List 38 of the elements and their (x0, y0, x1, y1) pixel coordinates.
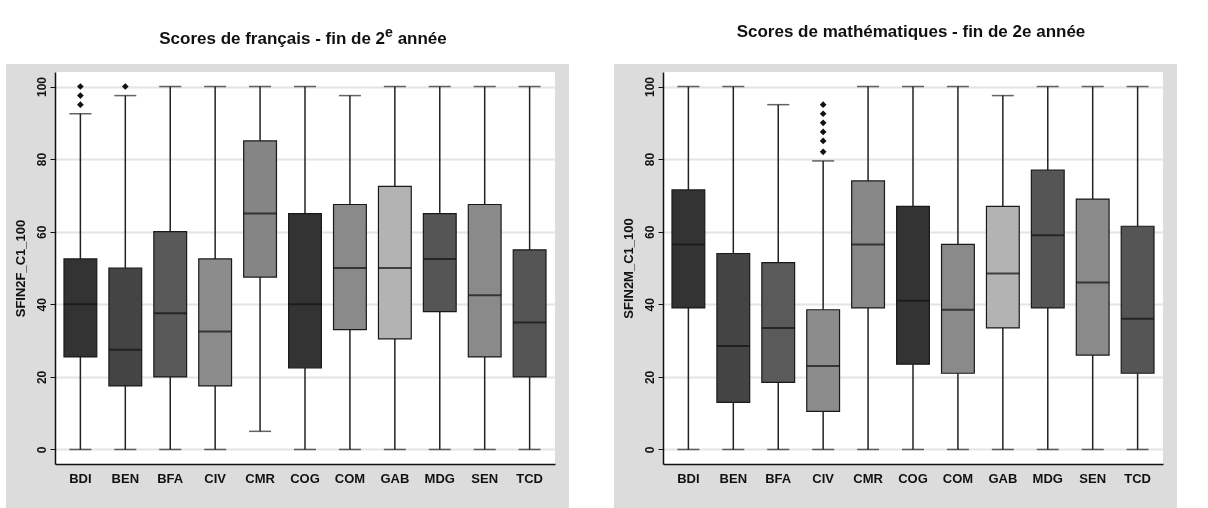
x-tick-label: BFA (765, 470, 792, 486)
x-tick-label: COM (942, 470, 974, 486)
y-tick-label: 60 (34, 225, 49, 239)
chart-title: Scores de mathématiques - fin de 2e année (735, 21, 1087, 43)
y-tick-label: 40 (34, 297, 49, 312)
y-tick-label: 40 (642, 297, 657, 312)
y-tick-label: 100 (34, 76, 49, 98)
x-tick-label: GAB (988, 470, 1018, 486)
chart-title: Scores de français - fin de 2$^{e}$ année (158, 23, 448, 50)
y-tick-label: 20 (34, 370, 49, 385)
x-tick-label: CMR (853, 470, 884, 486)
x-tick-label: TCD (516, 470, 543, 486)
y-tick-label: 80 (642, 152, 657, 167)
x-tick-label: MDG (1032, 470, 1063, 486)
x-tick-label: GAB (380, 470, 410, 486)
y-tick-label: 20 (642, 370, 657, 385)
y-tick-label: 60 (642, 225, 657, 239)
x-tick-label: BFA (157, 470, 184, 486)
x-tick-label: BDI (69, 470, 92, 486)
x-tick-label: COG (290, 470, 320, 486)
x-tick-label: BEN (719, 470, 748, 486)
x-tick-label: MDG (424, 470, 455, 486)
x-tick-label: COM (334, 470, 366, 486)
x-tick-label: CIV (812, 470, 835, 486)
x-tick-label: SEN (1079, 470, 1107, 486)
x-tick-label: BDI (677, 470, 700, 486)
x-tick-label: SEN (471, 470, 499, 486)
y-tick-label: 100 (642, 76, 657, 98)
x-tick-label: CIV (204, 470, 227, 486)
y-axis-title: SFIN2F_C1_100 (12, 219, 28, 318)
y-tick-label: 0 (34, 446, 49, 454)
x-tick-label: COG (898, 470, 928, 486)
y-tick-label: 80 (34, 152, 49, 167)
y-tick-label: 0 (642, 446, 657, 454)
x-tick-label: TCD (1124, 470, 1151, 486)
x-tick-label: BEN (111, 470, 140, 486)
y-axis-title: SFIN2M_C1_100 (620, 218, 636, 319)
x-tick-label: CMR (245, 470, 276, 486)
